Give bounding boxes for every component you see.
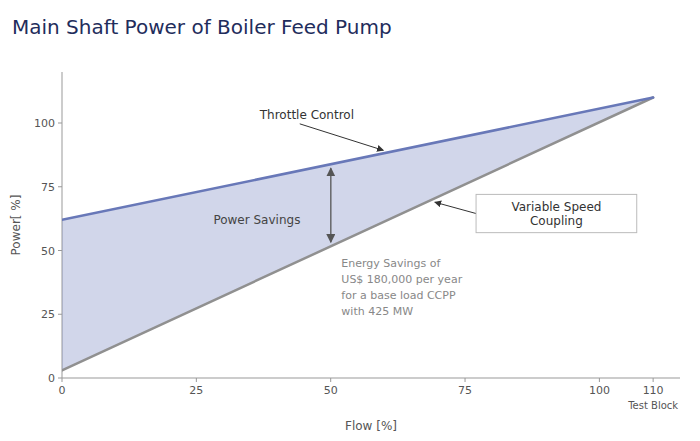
y-tick-label: 50 bbox=[41, 245, 55, 258]
y-tick-label: 0 bbox=[48, 372, 55, 385]
series-line bbox=[62, 98, 653, 220]
plot-area bbox=[62, 98, 653, 371]
annotation: Energy Savings ofUS$ 180,000 per yearfor… bbox=[341, 257, 462, 318]
y-tick-label: 25 bbox=[41, 308, 55, 321]
x-axis-line bbox=[62, 378, 680, 379]
x-tick-label: 25 bbox=[189, 384, 203, 397]
x-tick bbox=[330, 378, 331, 382]
y-axis-label: Power[ %] bbox=[9, 195, 23, 256]
annotation: Power Savings bbox=[213, 213, 300, 227]
x-tick bbox=[62, 378, 63, 382]
y-tick-label: 75 bbox=[41, 181, 55, 194]
x-tick-label: 75 bbox=[458, 384, 472, 397]
series-label: Variable SpeedCoupling bbox=[511, 200, 601, 228]
label-box bbox=[476, 194, 637, 232]
y-tick bbox=[58, 378, 62, 379]
y-tick bbox=[58, 186, 62, 187]
savings-area bbox=[62, 98, 653, 371]
y-tick bbox=[58, 250, 62, 251]
x-tick bbox=[465, 378, 466, 382]
series-line bbox=[62, 98, 653, 371]
x-axis-label: Flow [%] bbox=[345, 419, 397, 433]
x-tick-label: 0 bbox=[59, 384, 66, 397]
y-tick bbox=[58, 123, 62, 124]
savings-arrow bbox=[330, 168, 331, 242]
x-tick-label: 100 bbox=[589, 384, 610, 397]
series-label: Throttle Control bbox=[259, 108, 354, 122]
x-tick bbox=[599, 378, 600, 382]
title: Main Shaft Power of Boiler Feed Pump bbox=[12, 15, 392, 39]
y-tick bbox=[58, 314, 62, 315]
x-tick-label: 110 bbox=[643, 384, 664, 397]
annotation-arrow bbox=[300, 124, 384, 151]
x-tick-label: 50 bbox=[324, 384, 338, 397]
annotation-arrow bbox=[435, 202, 476, 213]
y-tick-label: 100 bbox=[34, 117, 55, 130]
chart: Main Shaft Power of Boiler Feed Pump 0 25 5… bbox=[0, 0, 700, 441]
x-tick bbox=[196, 378, 197, 382]
annotation: Test Block bbox=[627, 400, 678, 411]
x-tick bbox=[653, 378, 654, 382]
